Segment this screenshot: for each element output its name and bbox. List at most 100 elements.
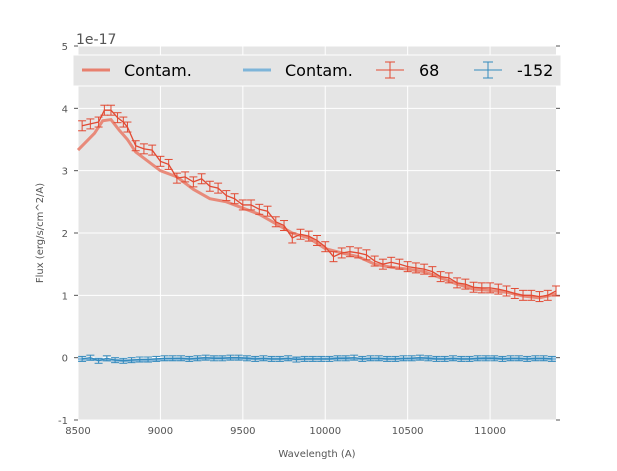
errorbar-point	[432, 355, 441, 362]
errorbar-point	[366, 355, 375, 362]
errorbar-point	[457, 355, 466, 362]
errorbar-point	[94, 357, 103, 364]
errorbar-point	[490, 355, 499, 362]
errorbar-point	[547, 355, 556, 362]
errorbar-point	[300, 355, 309, 362]
errorbar-point	[156, 155, 165, 167]
errorbar-point	[535, 291, 544, 303]
errorbar-point	[218, 355, 227, 362]
errorbar-point	[255, 203, 264, 215]
errorbar-point	[436, 271, 445, 283]
series-line-3	[82, 356, 552, 362]
errorbar-point	[514, 355, 523, 362]
errorbar-point	[304, 230, 313, 242]
errorbar-point	[292, 356, 301, 363]
errorbar-point	[168, 355, 177, 362]
errorbar-point	[527, 289, 536, 301]
errorbar-point	[531, 355, 540, 362]
errorbar-point	[209, 355, 218, 362]
errorbar-point	[325, 355, 334, 362]
x-tick-label: 10500	[392, 426, 424, 437]
errorbar-point	[428, 266, 437, 278]
errorbar-point	[164, 158, 173, 170]
errorbar-point	[453, 277, 462, 289]
errorbar-point	[189, 176, 198, 188]
y-axis-label: Flux (erg/s/cm^2/A)	[35, 183, 46, 283]
y-tick-label: 4	[62, 104, 68, 115]
errorbar-point	[420, 263, 429, 275]
errorbar-point	[399, 355, 408, 362]
x-tick-label: 9500	[230, 426, 255, 437]
series-marks	[76, 104, 560, 364]
errorbar-point	[119, 116, 128, 128]
errorbar-point	[247, 199, 256, 211]
errorbar-point	[510, 287, 519, 299]
errorbar-point	[214, 182, 223, 194]
errorbar-point	[135, 356, 144, 363]
errorbar-point	[102, 355, 111, 362]
errorbar-point	[172, 172, 181, 184]
errorbar-point	[148, 144, 157, 156]
errorbar-point	[78, 355, 87, 362]
errorbar-point	[177, 355, 186, 362]
errorbar-point	[119, 357, 128, 364]
errorbar-point	[280, 220, 289, 232]
errorbar-point	[407, 355, 416, 362]
errorbar-point	[378, 258, 387, 270]
errorbar-point	[238, 199, 247, 211]
errorbar-point	[251, 355, 260, 362]
errorbar-point	[486, 282, 495, 294]
errorbar-point	[543, 289, 552, 301]
errorbar-point	[160, 355, 169, 362]
errorbar-point	[267, 355, 276, 362]
errorbar-point	[308, 355, 317, 362]
errorbar-point	[201, 354, 210, 361]
errorbar-point	[78, 120, 87, 132]
errorbar-point	[222, 190, 231, 202]
errorbar-point	[383, 355, 392, 362]
errorbar-point	[113, 112, 122, 124]
errorbar-point	[144, 356, 153, 363]
x-axis-label: Wavelength (A)	[278, 449, 355, 460]
errorbar-point	[461, 278, 470, 290]
errorbar-point	[440, 355, 449, 362]
errorbar-point	[523, 355, 532, 362]
errorbar-point	[345, 246, 354, 258]
errorbar-point	[494, 283, 503, 295]
legend-label: -152	[517, 61, 553, 80]
errorbar-point	[403, 261, 412, 273]
errorbar-point	[424, 355, 433, 362]
errorbar-point	[362, 249, 371, 261]
errorbar-point	[358, 355, 367, 362]
errorbar-point	[477, 282, 486, 294]
series-line-2	[81, 109, 557, 298]
errorbar-point	[86, 118, 95, 130]
errorbar-point	[139, 143, 148, 155]
errorbar-point	[181, 171, 190, 183]
x-tick-label: 11000	[474, 426, 506, 437]
errorbar-point	[465, 355, 474, 362]
errorbar-point	[313, 234, 321, 246]
errorbar-point	[275, 355, 284, 362]
x-tick-label: 8500	[65, 426, 90, 437]
errorbar-point	[111, 357, 120, 364]
y-tick-label: 5	[62, 42, 68, 53]
errorbar-point	[341, 355, 350, 362]
errorbar-point	[350, 354, 359, 361]
errorbar-point	[230, 193, 239, 205]
errorbar-point	[387, 256, 396, 268]
errorbar-point	[411, 262, 420, 274]
errorbar-point	[539, 355, 548, 362]
errorbar-point	[498, 355, 507, 362]
errorbar-point	[242, 355, 251, 362]
errorbar-point	[444, 272, 453, 284]
errorbar-point	[296, 228, 305, 240]
tick-labels: 8500 9000 9500 10000 10500 11000 -1 0 1 2 3 4 5	[58, 42, 506, 437]
errorbar-point	[152, 355, 161, 362]
offset-label: 1e-17	[76, 32, 116, 48]
errorbar-point	[374, 355, 383, 362]
y-tick-label: 1	[62, 291, 68, 302]
errorbar-point	[226, 354, 235, 361]
errorbar-point	[448, 355, 457, 362]
